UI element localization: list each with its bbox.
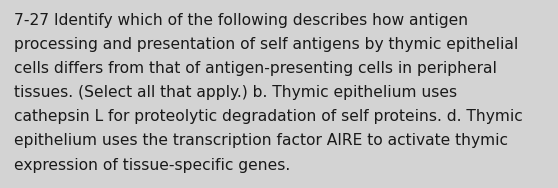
Text: cathepsin L for proteolytic degradation of self proteins. d. Thymic: cathepsin L for proteolytic degradation … bbox=[14, 109, 523, 124]
Text: tissues. (Select all that apply.) b. Thymic epithelium uses: tissues. (Select all that apply.) b. Thy… bbox=[14, 85, 457, 100]
Text: 7-27 Identify which of the following describes how antigen: 7-27 Identify which of the following des… bbox=[14, 13, 468, 28]
Text: processing and presentation of self antigens by thymic epithelial: processing and presentation of self anti… bbox=[14, 37, 518, 52]
Text: epithelium uses the transcription factor AIRE to activate thymic: epithelium uses the transcription factor… bbox=[14, 133, 508, 149]
Text: expression of tissue-specific genes.: expression of tissue-specific genes. bbox=[14, 158, 290, 173]
Text: cells differs from that of antigen-presenting cells in peripheral: cells differs from that of antigen-prese… bbox=[14, 61, 497, 76]
